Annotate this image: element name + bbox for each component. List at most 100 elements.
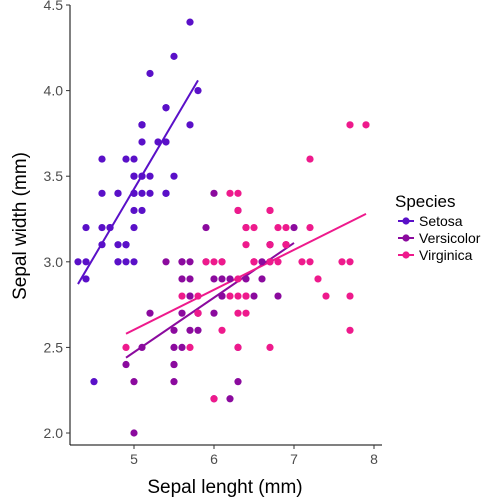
- point-setosa: [122, 241, 130, 249]
- point-virginica: [282, 241, 290, 249]
- point-virginica: [226, 189, 234, 197]
- point-setosa: [170, 52, 178, 60]
- point-virginica: [314, 275, 322, 283]
- point-setosa: [98, 189, 106, 197]
- point-versicolor: [210, 309, 218, 317]
- point-setosa: [162, 104, 170, 112]
- point-setosa: [138, 189, 146, 197]
- point-versicolor: [274, 292, 282, 300]
- point-versicolor: [290, 223, 298, 232]
- legend-label: Virginica: [419, 247, 473, 263]
- point-setosa: [130, 258, 138, 266]
- point-setosa: [122, 155, 130, 163]
- point-setosa: [162, 138, 170, 146]
- data-points: [74, 18, 370, 437]
- point-versicolor: [162, 258, 170, 266]
- point-virginica: [178, 292, 186, 300]
- point-virginica: [202, 258, 210, 266]
- point-setosa: [82, 223, 90, 232]
- point-versicolor: [210, 189, 218, 197]
- point-setosa: [82, 258, 90, 266]
- point-versicolor: [186, 326, 194, 334]
- point-setosa: [146, 189, 154, 197]
- point-virginica: [218, 258, 226, 266]
- fit-line-versicolor: [125, 242, 295, 359]
- point-versicolor: [130, 378, 138, 386]
- point-setosa: [114, 258, 122, 266]
- point-virginica: [346, 258, 354, 266]
- point-setosa: [138, 206, 146, 215]
- point-virginica: [250, 258, 258, 266]
- point-virginica: [226, 292, 234, 300]
- x-tick-label: 8: [370, 451, 378, 467]
- point-setosa: [98, 223, 106, 232]
- point-setosa: [98, 241, 106, 249]
- point-setosa: [90, 378, 98, 386]
- point-versicolor: [130, 429, 138, 437]
- fit-line-setosa: [77, 79, 199, 285]
- point-versicolor: [218, 292, 226, 300]
- point-setosa: [186, 18, 194, 26]
- point-versicolor: [170, 378, 178, 386]
- point-virginica: [362, 121, 370, 129]
- point-versicolor: [242, 275, 250, 283]
- point-setosa: [82, 275, 90, 283]
- legend-item-virginica: Virginica: [398, 247, 473, 263]
- point-virginica: [234, 275, 242, 283]
- point-setosa: [154, 138, 162, 146]
- point-setosa: [138, 172, 146, 180]
- point-setosa: [170, 172, 178, 180]
- point-versicolor: [186, 275, 194, 283]
- point-virginica: [242, 292, 250, 300]
- regression-lines: [77, 79, 367, 359]
- x-tick-label: 5: [130, 451, 138, 467]
- legend-swatch: [402, 217, 410, 225]
- point-virginica: [234, 309, 242, 317]
- legend-label: Setosa: [419, 213, 463, 229]
- point-virginica: [266, 343, 274, 352]
- point-setosa: [146, 172, 154, 180]
- point-virginica: [194, 309, 202, 317]
- point-virginica: [274, 258, 282, 266]
- legend-swatch: [402, 234, 410, 242]
- point-virginica: [282, 223, 290, 232]
- point-virginica: [234, 343, 242, 352]
- point-virginica: [266, 258, 274, 266]
- point-versicolor: [186, 258, 194, 266]
- legend-item-versicolor: Versicolor: [398, 230, 481, 246]
- x-tick-label: 6: [210, 451, 218, 467]
- point-versicolor: [258, 258, 266, 266]
- point-setosa: [130, 206, 138, 215]
- point-versicolor: [138, 343, 146, 352]
- point-setosa: [138, 138, 146, 146]
- point-virginica: [266, 241, 274, 249]
- point-versicolor: [178, 275, 186, 283]
- point-virginica: [250, 223, 258, 232]
- point-versicolor: [226, 275, 234, 283]
- point-versicolor: [226, 395, 234, 403]
- point-versicolor: [178, 343, 186, 352]
- point-virginica: [242, 223, 250, 232]
- point-versicolor: [146, 309, 154, 317]
- point-virginica: [306, 258, 314, 266]
- point-setosa: [114, 189, 122, 197]
- fit-line-virginica: [125, 212, 367, 335]
- y-axis-ticks: 2.0 2.5 3.0 3.5 4.0 4.5: [44, 0, 70, 441]
- point-versicolor: [178, 258, 186, 266]
- y-tick-label: 4.5: [44, 0, 64, 13]
- point-setosa: [122, 258, 130, 266]
- point-setosa: [194, 87, 202, 95]
- point-setosa: [114, 241, 122, 249]
- point-versicolor: [122, 360, 130, 369]
- point-virginica: [298, 258, 306, 266]
- point-versicolor: [178, 309, 186, 317]
- point-versicolor: [234, 378, 242, 386]
- point-virginica: [322, 292, 330, 300]
- point-setosa: [146, 69, 154, 78]
- y-tick-label: 2.5: [44, 339, 64, 355]
- point-virginica: [266, 206, 274, 215]
- point-virginica: [346, 292, 354, 300]
- point-virginica: [210, 258, 218, 266]
- point-versicolor: [170, 360, 178, 369]
